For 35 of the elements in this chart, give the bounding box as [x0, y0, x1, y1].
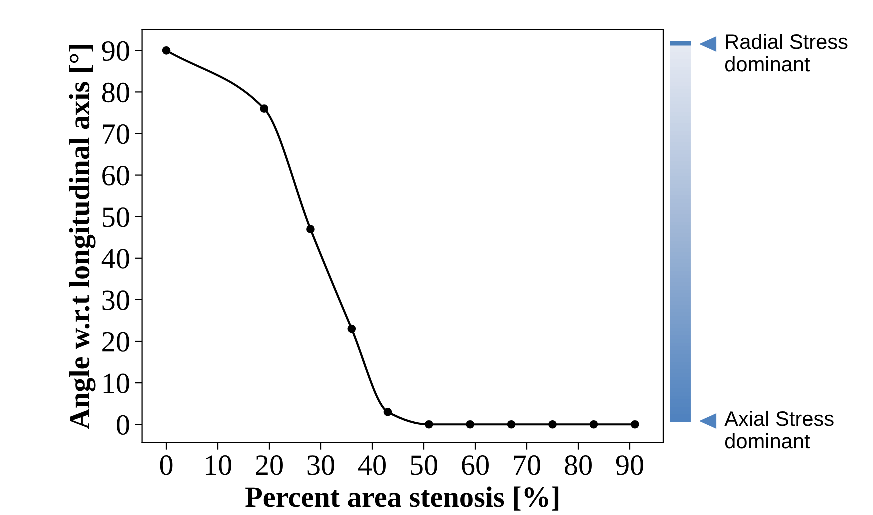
point — [630, 420, 640, 429]
y-tick-label: 0 — [117, 415, 130, 436]
point — [590, 420, 598, 429]
x-tick-label: 80 — [565, 456, 592, 476]
x-tick-label: 50 — [411, 456, 438, 476]
y-tick-label: 80 — [102, 82, 130, 103]
y-tick-label: 90 — [102, 41, 130, 62]
y-tick-label: 10 — [104, 374, 130, 394]
point — [424, 420, 434, 429]
x-axis-title: Percent area stenosis [%] — [246, 486, 559, 511]
point — [507, 420, 516, 429]
x-tick-label: 90 — [616, 456, 644, 476]
x-tick-label: 40 — [358, 456, 386, 476]
y-tick-label: 50 — [103, 208, 130, 228]
y-tick-label: 30 — [102, 290, 130, 310]
point — [384, 408, 392, 416]
y-axis-title: Angle w.r.t longitudinal axis [°] — [69, 45, 96, 430]
x-tick-label: 70 — [514, 456, 540, 476]
point — [348, 324, 356, 334]
y-tick-label: 20 — [102, 332, 130, 352]
point — [260, 104, 269, 113]
text: Radial Stress dominant — [725, 34, 848, 72]
x-tick-label: 30 — [308, 456, 334, 476]
text: Axial Stress dominant — [724, 410, 834, 449]
point — [548, 420, 557, 429]
x-tick-label: 10 — [206, 456, 232, 476]
y-tick-label: 60 — [102, 166, 130, 186]
x-tick-label: 60 — [462, 456, 489, 476]
point — [466, 420, 475, 429]
y-tick-label: 70 — [103, 124, 130, 144]
x-tick-label: 0 — [160, 456, 173, 476]
point — [162, 46, 171, 55]
y-tick-label: 40 — [102, 249, 130, 269]
x-tick-label: 20 — [256, 456, 283, 476]
point — [306, 225, 315, 234]
